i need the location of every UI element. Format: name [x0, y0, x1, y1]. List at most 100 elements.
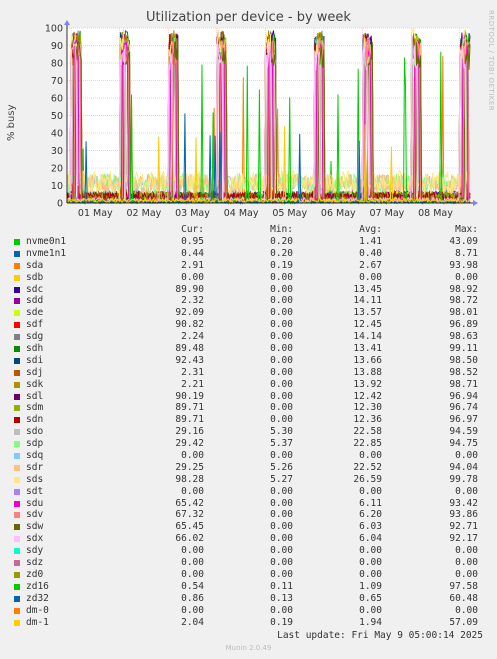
legend-avg: 0.00: [359, 557, 382, 569]
legend-avg: 13.88: [353, 366, 382, 378]
legend-swatch: [14, 583, 20, 590]
x-tick-label: 02 May: [127, 208, 162, 219]
last-update: Last update: Fri May 9 05:00:14 2025: [277, 630, 483, 641]
legend-row: sdt 0.00 0.00 0.00 0.00: [12, 486, 492, 498]
legend-row: sda 2.91 0.19 2.67 93.98: [12, 260, 492, 272]
legend-avg: 0.00: [359, 485, 382, 497]
series-lines: [66, 26, 471, 205]
legend-cur: 66.02: [175, 533, 204, 545]
y-tick-label: 50: [51, 111, 63, 122]
legend-max: 93.86: [449, 509, 478, 521]
y-tick-label: 70: [51, 76, 63, 87]
x-tick-label: 03 May: [175, 208, 210, 219]
legend-min: 0.00: [270, 509, 293, 521]
legend-min: 0.00: [270, 283, 293, 295]
legend-max: 96.74: [449, 402, 478, 414]
legend-name: zd32: [26, 592, 49, 604]
legend-min: 0.00: [270, 521, 293, 533]
legend-max: 93.42: [449, 497, 478, 509]
legend-swatch: [14, 381, 20, 388]
legend-avg: 13.45: [353, 283, 382, 295]
legend-swatch: [14, 619, 20, 626]
x-tick-label: 08 May: [418, 208, 453, 219]
legend-row: nvme1n1 0.44 0.20 0.40 8.71: [12, 248, 492, 260]
legend-name: sdi: [26, 354, 44, 366]
legend-min: 0.00: [270, 414, 293, 426]
legend-swatch: [14, 346, 20, 353]
legend-name: dm-1: [26, 616, 49, 628]
legend-cur: 0.44: [181, 247, 204, 259]
legend-avg: 0.40: [359, 247, 382, 259]
legend-cur: 92.09: [175, 307, 204, 319]
legend-avg: 0.00: [359, 545, 382, 557]
legend-max: 98.72: [449, 295, 478, 307]
legend-rows: nvme0n1 0.95 0.20 1.41 43.09 nvme1n1 0.44 0.20 0…: [12, 236, 492, 628]
legend-min: 0.20: [270, 247, 293, 259]
legend-min: 5.30: [270, 426, 293, 438]
legend-cur: 0.00: [181, 450, 204, 462]
legend-avg: 13.41: [353, 343, 382, 355]
legend-row: sdc 89.90 0.00 13.45 98.92: [12, 284, 492, 296]
x-tick-label: 05 May: [272, 208, 307, 219]
series-line-sds: [66, 26, 471, 195]
legend-min: 0.11: [270, 580, 293, 592]
legend-swatch: [14, 488, 20, 495]
legend-name: sdl: [26, 390, 44, 402]
legend-swatch: [14, 500, 20, 507]
generator-credit: Munin 2.0.49: [225, 644, 272, 652]
legend-name: sdk: [26, 378, 44, 390]
legend-swatch: [14, 476, 20, 483]
legend-row: zd32 0.86 0.13 0.65 60.48: [12, 593, 492, 605]
legend-max: 99.11: [449, 343, 478, 355]
legend-max: 94.75: [449, 438, 478, 450]
legend-avg: 22.52: [353, 461, 382, 473]
legend-row: sdm 89.71 0.00 12.30 96.74: [12, 402, 492, 414]
legend-max: 96.94: [449, 390, 478, 402]
x-tick-label: 01 May: [78, 208, 113, 219]
legend-cur: 0.00: [181, 568, 204, 580]
legend-row: sdj 2.31 0.00 13.88 98.52: [12, 367, 492, 379]
legend-min: 0.00: [270, 307, 293, 319]
legend-cur: 90.82: [175, 319, 204, 331]
legend-avg: 22.85: [353, 438, 382, 450]
legend-swatch: [14, 441, 20, 448]
legend-cur: 89.71: [175, 402, 204, 414]
legend-min: 0.00: [270, 533, 293, 545]
legend-cur: 98.28: [175, 473, 204, 485]
legend-cur: 0.95: [181, 236, 204, 247]
legend-name: sde: [26, 307, 44, 319]
legend-avg: 0.00: [359, 450, 382, 462]
y-tick-label: 10: [51, 181, 63, 192]
legend-swatch: [14, 334, 20, 341]
legend-cur: 29.25: [175, 461, 204, 473]
legend-cur: 2.21: [181, 378, 204, 390]
legend-max: 0.00: [455, 485, 478, 497]
legend-cur: 2.32: [181, 295, 204, 307]
legend-row: sdi 92.43 0.00 13.66 98.50: [12, 355, 492, 367]
legend-min: 0.19: [270, 259, 293, 271]
y-tick-label: 100: [45, 24, 63, 35]
legend-avg: 12.36: [353, 414, 382, 426]
legend-max: 0.00: [455, 450, 478, 462]
legend-avg: 26.59: [353, 473, 382, 485]
legend-cur: 2.31: [181, 366, 204, 378]
legend-row: dm-1 2.04 0.19 1.94 57.09: [12, 617, 492, 629]
legend-max: 8.71: [455, 247, 478, 259]
legend-cur: 65.45: [175, 521, 204, 533]
legend-row: sdx 66.02 0.00 6.04 92.17: [12, 533, 492, 545]
legend-cur: 90.19: [175, 390, 204, 402]
legend-row: sdo 29.16 5.30 22.58 94.59: [12, 426, 492, 438]
y-tick-label: 40: [51, 129, 63, 140]
legend-min: 0.00: [270, 557, 293, 569]
rrdtool-credit: RRDTOOL / TOBI OETIKER: [487, 10, 495, 112]
series-line-dm-1: [66, 124, 471, 205]
legend-avg: 14.11: [353, 295, 382, 307]
legend-min: 0.20: [270, 236, 293, 247]
legend-max: 92.71: [449, 521, 478, 533]
legend-name: sda: [26, 259, 44, 271]
legend-max: 0.00: [455, 568, 478, 580]
legend-swatch: [14, 571, 20, 578]
legend-min: 0.00: [270, 402, 293, 414]
legend-swatch: [14, 524, 20, 531]
x-axis-arrow: [473, 200, 478, 206]
